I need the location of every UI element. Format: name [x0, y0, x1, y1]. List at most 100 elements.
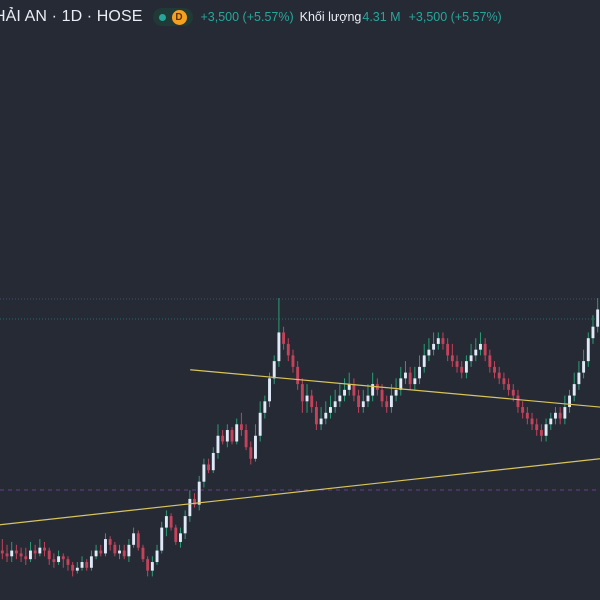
candle-up[interactable]: [427, 349, 431, 356]
candle-down[interactable]: [19, 553, 23, 557]
candle-down[interactable]: [352, 384, 356, 396]
candle-down[interactable]: [300, 384, 304, 402]
candle-up[interactable]: [596, 309, 600, 327]
candle-down[interactable]: [99, 550, 103, 554]
candle-up[interactable]: [197, 481, 201, 505]
candle-down[interactable]: [14, 550, 18, 554]
candle-down[interactable]: [244, 430, 248, 448]
candle-down[interactable]: [441, 338, 445, 344]
candle-down[interactable]: [0, 550, 4, 554]
candle-down[interactable]: [141, 547, 145, 560]
candle-up[interactable]: [254, 435, 257, 459]
candle-up[interactable]: [183, 516, 187, 534]
candle-down[interactable]: [511, 389, 515, 396]
candle-up[interactable]: [394, 389, 398, 396]
candle-up[interactable]: [474, 349, 478, 356]
candle-up[interactable]: [118, 550, 121, 554]
candle-up[interactable]: [422, 355, 426, 367]
candle-down[interactable]: [497, 372, 501, 379]
candle-up[interactable]: [150, 562, 154, 571]
candle-down[interactable]: [558, 412, 562, 419]
candle-up[interactable]: [268, 378, 271, 402]
candle-down[interactable]: [174, 527, 178, 542]
symbol-title[interactable]: HẢI AN · 1D · HOSE: [0, 8, 143, 25]
candle-up[interactable]: [572, 384, 576, 396]
candle-down[interactable]: [136, 533, 140, 548]
candle-up[interactable]: [577, 372, 581, 385]
candle-down[interactable]: [530, 418, 534, 425]
candle-down[interactable]: [193, 498, 196, 505]
candle-down[interactable]: [460, 366, 464, 373]
candle-up[interactable]: [413, 378, 417, 385]
candle-up[interactable]: [179, 533, 182, 542]
candle-down[interactable]: [239, 424, 243, 431]
candle-down[interactable]: [43, 547, 46, 551]
candle-up[interactable]: [333, 401, 337, 408]
candle-down[interactable]: [282, 332, 286, 344]
candle-down[interactable]: [446, 343, 450, 356]
candle-down[interactable]: [493, 366, 496, 373]
candle-down[interactable]: [221, 435, 225, 442]
candle-up[interactable]: [591, 326, 595, 339]
candle-down[interactable]: [357, 395, 361, 408]
candle-down[interactable]: [249, 447, 253, 459]
candle-down[interactable]: [525, 412, 529, 419]
candle-down[interactable]: [113, 544, 117, 554]
candle-up[interactable]: [132, 533, 136, 545]
candle-up[interactable]: [104, 539, 107, 554]
candle-down[interactable]: [230, 430, 234, 442]
candle-down[interactable]: [146, 559, 150, 571]
candle-down[interactable]: [5, 553, 9, 557]
candle-down[interactable]: [66, 559, 70, 565]
candle-up[interactable]: [418, 366, 421, 379]
candle-up[interactable]: [389, 395, 393, 408]
candle-up[interactable]: [469, 355, 473, 362]
candle-down[interactable]: [535, 424, 539, 431]
candle-up[interactable]: [568, 395, 571, 408]
candle-up[interactable]: [127, 544, 131, 557]
candle-down[interactable]: [314, 407, 318, 425]
candle-down[interactable]: [33, 550, 37, 554]
candle-up[interactable]: [57, 556, 61, 563]
candle-down[interactable]: [85, 562, 89, 568]
candle-down[interactable]: [521, 407, 525, 413]
candle-down[interactable]: [286, 343, 290, 356]
candle-down[interactable]: [455, 361, 459, 367]
candle-up[interactable]: [80, 562, 84, 568]
candle-up[interactable]: [582, 361, 586, 373]
candle-down[interactable]: [408, 372, 412, 385]
candle-up[interactable]: [75, 567, 79, 571]
candle-up[interactable]: [347, 384, 351, 390]
candle-up[interactable]: [305, 395, 309, 402]
candle-up[interactable]: [277, 332, 281, 362]
candle-up[interactable]: [94, 550, 98, 557]
candle-up[interactable]: [404, 372, 407, 379]
candle-up[interactable]: [211, 452, 215, 471]
candle-down[interactable]: [380, 389, 384, 402]
candle-down[interactable]: [24, 556, 28, 560]
candle-down[interactable]: [450, 355, 454, 362]
trendline-lower-support[interactable]: [0, 458, 600, 526]
candle-down[interactable]: [310, 395, 314, 408]
candle-down[interactable]: [61, 556, 65, 560]
candle-up[interactable]: [338, 395, 342, 402]
candle-up[interactable]: [216, 435, 220, 453]
candle-up[interactable]: [38, 547, 42, 554]
candle-down[interactable]: [502, 378, 506, 385]
candle-down[interactable]: [291, 355, 295, 367]
candle-down[interactable]: [483, 343, 487, 356]
trendline-upper-resistance[interactable]: [190, 369, 600, 408]
candle-up[interactable]: [361, 401, 365, 408]
candle-up[interactable]: [155, 550, 159, 563]
candle-up[interactable]: [343, 389, 346, 396]
candle-up[interactable]: [436, 338, 440, 344]
candle-up[interactable]: [324, 412, 328, 419]
candle-down[interactable]: [488, 355, 492, 367]
candle-up[interactable]: [366, 395, 370, 402]
candle-up[interactable]: [258, 412, 262, 436]
candle-down[interactable]: [516, 395, 520, 408]
candle-up[interactable]: [563, 407, 567, 419]
candle-down[interactable]: [207, 464, 211, 471]
candle-up[interactable]: [29, 550, 32, 560]
